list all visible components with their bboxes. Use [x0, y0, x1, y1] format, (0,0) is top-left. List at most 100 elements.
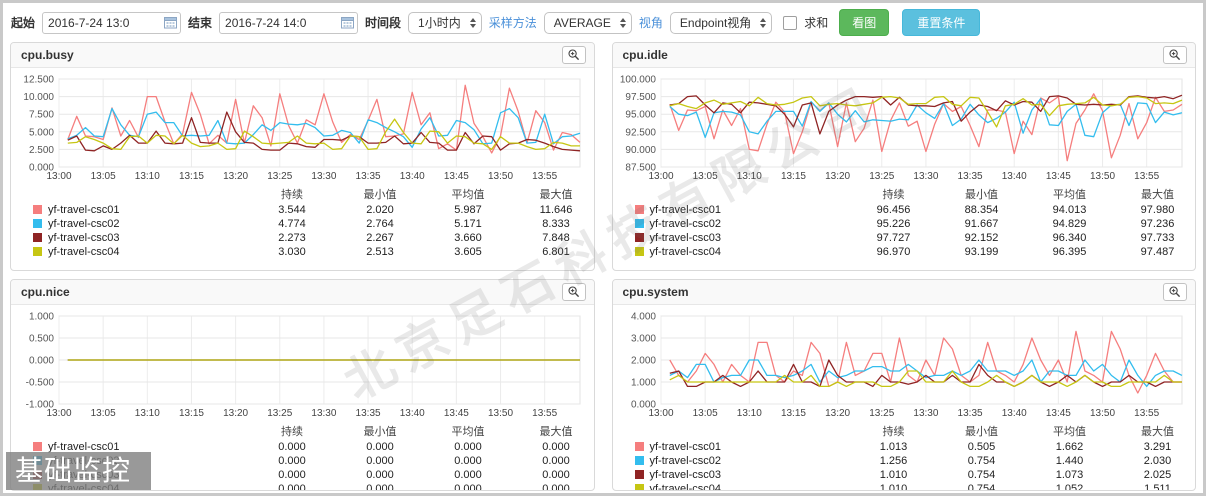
legend-stat-header: 持续: [882, 189, 905, 201]
legend-stat-header: 最小值: [965, 426, 998, 438]
series-color-swatch-icon: [634, 205, 644, 214]
legend-row: yf-travel-csc04 1.010 0.754 1.052 1.511: [615, 482, 1196, 491]
legend-series-name: yf-travel-csc02: [615, 454, 850, 468]
select-arrows-icon: [469, 17, 476, 28]
legend-stat-header: 平均值: [1053, 426, 1086, 438]
legend-stat-value: 0.754: [967, 455, 996, 467]
query-toolbar: 起始 结束 时间段 1小时内 采样方法 AVERAGE 视角 Endpoint视…: [3, 3, 1203, 41]
panel-header: cpu.idle: [612, 43, 1195, 68]
legend-stat-value: 0.000: [278, 455, 306, 467]
legend-stat-value: 97.487: [1140, 246, 1175, 258]
zoom-chart-button[interactable]: [561, 283, 586, 301]
x-tick-label: 13:00: [46, 171, 71, 182]
legend-stat-value: 0.000: [454, 441, 482, 453]
magnifier-icon: [1169, 286, 1181, 298]
x-tick-label: 13:25: [869, 171, 894, 182]
chart-cpu-idle[interactable]: 13:00 13:05 13:10 13:15 13:20 13:25 13:30 13:35…: [615, 73, 1190, 183]
x-tick-label: 13:35: [356, 171, 381, 182]
legend-series-name: yf-travel-csc03: [13, 231, 248, 245]
legend-stat-value: 96.340: [1052, 232, 1087, 244]
chart-panel-cpu-idle: cpu.idle 13:00 13:05 13:10 13:15 13:20 13:25 1…: [611, 42, 1196, 271]
end-time-field: [219, 11, 359, 34]
calendar-icon[interactable]: [164, 16, 178, 29]
sampling-method-label[interactable]: 采样方法: [488, 16, 537, 30]
chart-cpu-system[interactable]: 13:00 13:05 13:10 13:15 13:20 13:25 13:30 13:35…: [615, 310, 1190, 420]
legend-stat-value: 2.764: [366, 218, 394, 230]
legend-stat-value: 0.000: [366, 483, 394, 491]
view-label[interactable]: 视角: [638, 16, 663, 30]
chart-cpu-busy[interactable]: 13:00 13:05 13:10 13:15 13:20 13:25 13:30 13:35…: [13, 73, 588, 183]
x-tick-label: 13:25: [869, 408, 894, 419]
legend-stat-header: 最大值: [539, 426, 573, 438]
legend-stat-header: 最大值: [539, 189, 573, 201]
zoom-chart-button[interactable]: [1163, 46, 1187, 64]
start-time-field: [42, 11, 182, 34]
legend-row: yf-travel-csc03 97.727 92.152 96.340 97.733: [615, 231, 1196, 245]
timespan-select[interactable]: 1小时内: [408, 11, 482, 34]
panel-header: cpu.system: [612, 280, 1195, 305]
x-tick-label: 13:05: [91, 171, 116, 182]
series-color-swatch-icon: [33, 233, 42, 242]
y-tick-label: 100.000: [619, 75, 656, 86]
chart-svg: 13:00 13:05 13:10 13:15 13:20 13:25 13:30 13:35…: [619, 75, 1182, 182]
zoom-chart-button[interactable]: [561, 46, 586, 64]
y-tick-label: 4.000: [630, 312, 655, 323]
x-tick-label: 13:05: [692, 171, 717, 182]
legend-stat-value: 2.020: [366, 204, 394, 216]
legend-stat-value: 3.605: [454, 246, 482, 258]
legend-stat-header: 最小值: [363, 426, 397, 438]
legend-row: yf-travel-csc03 1.010 0.754 1.073 2.025: [615, 468, 1196, 482]
x-tick-label: 13:10: [135, 171, 160, 182]
magnifier-icon: [1169, 49, 1181, 61]
chart-cpu-nice[interactable]: 13:00 13:05 13:10 13:15 13:20 13:25 13:30 13:35…: [13, 310, 588, 420]
sum-checkbox[interactable]: [783, 15, 798, 30]
legend-stat-value: 96.456: [876, 204, 911, 216]
legend-stat-value: 1.073: [1055, 469, 1084, 481]
y-tick-label: 12.500: [23, 75, 54, 86]
y-tick-label: 0.000: [29, 356, 54, 367]
x-tick-label: 13:05: [692, 408, 717, 419]
legend-stat-value: 1.256: [879, 455, 908, 467]
legend-stat-value: 93.199: [964, 246, 999, 258]
legend-series-name: yf-travel-csc01: [13, 203, 248, 217]
x-tick-label: 13:15: [780, 171, 805, 182]
draw-chart-button[interactable]: 看图: [839, 9, 890, 36]
view-select[interactable]: Endpoint视角: [669, 11, 773, 34]
legend-stat-value: 1.010: [879, 483, 908, 491]
y-tick-label: -1.000: [26, 400, 55, 411]
legend-header-row: 持续 最小值 平均值 最大值: [13, 185, 594, 203]
start-time-input[interactable]: [42, 11, 182, 34]
y-tick-label: 1.000: [29, 312, 54, 323]
legend-stat-header: 持续: [882, 426, 905, 438]
series-line-yf-travel-csc02: [669, 359, 1182, 388]
end-time-input[interactable]: [219, 11, 359, 34]
x-tick-label: 13:40: [1001, 408, 1026, 419]
reset-conditions-button[interactable]: 重置条件: [902, 9, 981, 36]
series-color-swatch-icon: [33, 442, 42, 451]
x-tick-label: 13:40: [400, 171, 425, 182]
legend-stat-value: 1.010: [879, 469, 908, 481]
legend-stat-value: 97.236: [1140, 218, 1175, 230]
series-line-yf-travel-csc03: [67, 111, 581, 152]
legend-stat-value: 0.000: [278, 483, 306, 491]
calendar-icon[interactable]: [341, 16, 355, 29]
sampling-method-select[interactable]: AVERAGE: [543, 11, 632, 34]
legend-stat-value: 5.171: [454, 218, 482, 230]
legend-stat-value: 2.025: [1143, 469, 1172, 481]
zoom-chart-button[interactable]: [1163, 283, 1187, 301]
legend-row: yf-travel-csc01 0.000 0.000 0.000 0.000: [13, 440, 594, 454]
series-color-swatch-icon: [634, 219, 644, 228]
legend-stat-value: 0.000: [454, 483, 482, 491]
x-tick-label: 13:35: [957, 171, 982, 182]
legend-stat-value: 5.987: [454, 204, 482, 216]
legend-stat-value: 0.754: [967, 469, 996, 481]
x-tick-label: 13:30: [913, 171, 938, 182]
select-arrows-icon: [619, 17, 626, 28]
y-tick-label: 92.500: [625, 127, 656, 138]
legend-name-column-header: [615, 185, 850, 203]
y-tick-label: 2.500: [29, 145, 54, 156]
legend-stat-value: 2.267: [366, 232, 394, 244]
legend-stat-header: 平均值: [1053, 189, 1086, 201]
series-color-swatch-icon: [634, 233, 644, 242]
chart-svg: 13:00 13:05 13:10 13:15 13:20 13:25 13:30 13:35…: [26, 312, 581, 419]
